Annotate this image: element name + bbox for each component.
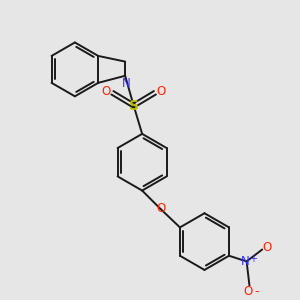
Text: O: O (157, 85, 166, 98)
Text: N: N (122, 77, 131, 90)
Text: O: O (243, 285, 253, 298)
Text: O: O (156, 202, 165, 215)
Text: O: O (263, 241, 272, 254)
Text: S: S (129, 98, 139, 112)
Text: O: O (101, 85, 111, 98)
Text: -: - (254, 285, 259, 298)
Text: +: + (249, 254, 257, 264)
Text: N: N (241, 255, 250, 268)
